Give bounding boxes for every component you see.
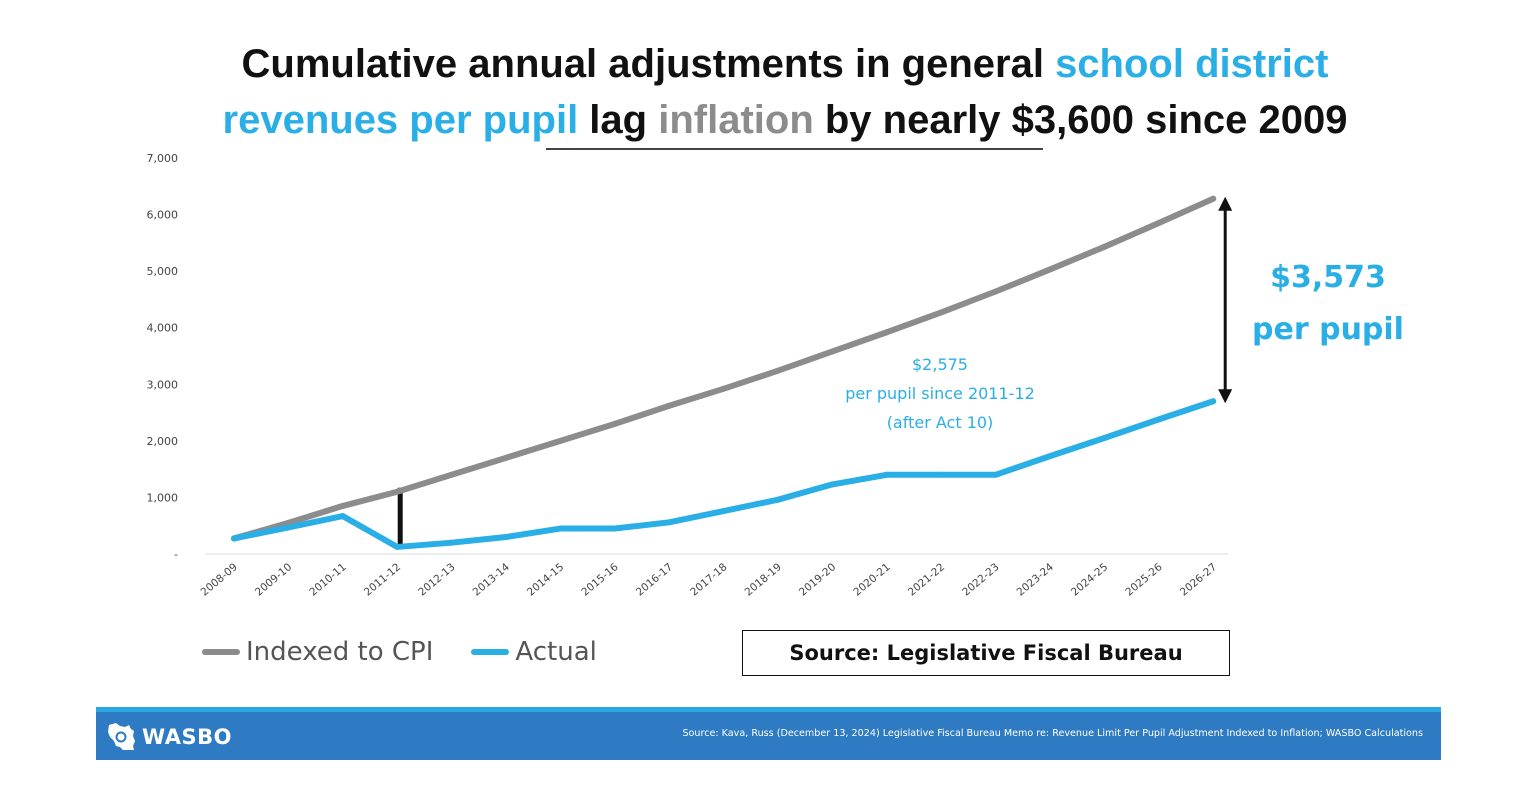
x-tick-label: 2013-14: [471, 561, 513, 599]
data-point-actual: [503, 534, 509, 541]
y-tick-label: 2,000: [147, 435, 179, 448]
data-point-cpi: [1155, 220, 1162, 227]
x-tick-label: 2017-18: [688, 561, 729, 598]
title-part-4-highlight: inflation: [658, 98, 814, 142]
gap-arrow-head-down: [1218, 389, 1233, 404]
data-point-actual: [394, 543, 401, 550]
legend-item-cpi: Indexed to CPI: [202, 637, 433, 667]
data-point-actual: [883, 471, 890, 478]
data-point-actual: [339, 513, 346, 520]
x-tick-label: 2020-21: [851, 561, 892, 598]
x-tick-label: 2025-26: [1123, 561, 1165, 599]
x-tick-label: 2010-11: [307, 561, 348, 598]
x-tick-label: 2021-22: [906, 561, 947, 598]
data-point-cpi: [1047, 266, 1053, 273]
legend-swatch-actual: [471, 649, 510, 655]
footer-source-citation: Source: Kava, Russ (December 13, 2024) L…: [682, 728, 1423, 739]
data-point-actual: [285, 524, 292, 531]
note-line-1: $2,575: [912, 355, 968, 374]
x-tick-label: 2023-24: [1015, 561, 1057, 599]
data-point-cpi: [611, 420, 618, 427]
data-point-actual: [938, 471, 945, 478]
title-part-5: by nearly $3,600 since 2009: [813, 98, 1348, 142]
data-point-cpi: [448, 471, 455, 478]
x-tick-label: 2016-17: [634, 561, 675, 598]
legend-swatch-cpi: [202, 649, 240, 655]
line-chart: - 1,000 2,000 3,000 4,000 5,000 6,000 7,000 200…: [147, 152, 1233, 599]
x-tick-label: 2014-15: [525, 561, 566, 598]
data-point-actual: [829, 481, 836, 488]
title-part-2-highlight: school district revenues per pupil: [222, 42, 1329, 142]
x-tick-label: 2012-13: [416, 561, 457, 598]
x-tick-label: 2024-25: [1069, 561, 1110, 598]
y-tick-label: 4,000: [147, 322, 179, 335]
data-point-actual: [1155, 416, 1162, 423]
data-point-cpi: [1210, 195, 1217, 202]
data-point-actual: [775, 496, 781, 503]
x-axis-ticks: 2008-09 2009-10 2010-11 2011-12 2012-13 2013-…: [199, 561, 1220, 599]
title-part-1: Cumulative annual adjustments in general: [241, 42, 1056, 86]
data-points: [231, 195, 1217, 550]
act-10-annotation: $2,575 per pupil since 2011-12 (after Ac…: [790, 350, 1090, 437]
y-tick-label: 6,000: [147, 209, 179, 222]
title-part-3: lag: [578, 98, 659, 142]
note-line-3: (after Act 10): [886, 413, 994, 432]
data-point-cpi: [720, 385, 727, 392]
legend-item-actual: Actual: [471, 637, 597, 667]
footer-bar: WASBO Source: Kava, Russ (December 13, 2…: [96, 707, 1441, 760]
data-point-actual: [1101, 435, 1108, 442]
data-point-actual: [720, 508, 727, 515]
data-point-actual: [992, 471, 999, 478]
gap-arrow: [1218, 196, 1233, 404]
chart-legend: Indexed to CPI Actual: [202, 632, 635, 672]
data-point-cpi: [285, 519, 292, 526]
data-point-cpi: [829, 348, 836, 355]
x-tick-label: 2026-27: [1178, 561, 1219, 598]
data-point-cpi: [557, 437, 564, 444]
data-point-cpi: [503, 454, 509, 461]
gap-value: $3,573: [1270, 260, 1386, 295]
data-point-cpi: [394, 488, 401, 495]
data-point-actual: [448, 539, 455, 546]
data-point-actual: [1047, 453, 1053, 460]
chart-title: Cumulative annual adjustments in general…: [150, 36, 1420, 148]
source-box: Source: Legislative Fiscal Bureau: [742, 630, 1230, 676]
note-line-2: per pupil since 2011-12: [845, 384, 1035, 403]
gap-annotation: $3,573 per pupil: [1218, 252, 1438, 356]
data-point-actual: [557, 525, 564, 532]
x-tick-label: 2009-10: [253, 561, 294, 598]
data-point-actual: [611, 525, 618, 532]
x-tick-label: 2015-16: [579, 561, 621, 599]
gap-arrow-head-up: [1218, 196, 1233, 211]
gap-unit: per pupil: [1252, 312, 1404, 347]
y-axis-ticks: - 1,000 2,000 3,000 4,000 5,000 6,000 7,000: [147, 152, 179, 561]
data-point-cpi: [883, 329, 890, 336]
y-tick-label: -: [174, 548, 178, 561]
y-tick-label: 1,000: [147, 491, 179, 504]
data-point-cpi: [775, 367, 781, 374]
data-point-actual: [1210, 398, 1217, 405]
footer-logo-text: WASBO: [142, 725, 232, 749]
x-tick-label: 2018-19: [743, 561, 784, 598]
x-tick-label: 2008-09: [199, 561, 240, 598]
y-tick-label: 3,000: [147, 378, 179, 391]
data-point-cpi: [938, 309, 945, 316]
y-tick-label: 7,000: [147, 152, 179, 165]
data-point-cpi: [339, 502, 346, 509]
data-point-cpi: [1101, 243, 1108, 250]
legend-label-cpi: Indexed to CPI: [246, 637, 434, 667]
wisconsin-state-icon: [108, 723, 135, 750]
x-tick-label: 2019-20: [797, 561, 838, 598]
data-point-cpi: [666, 402, 673, 409]
x-tick-label: 2022-23: [960, 561, 1001, 598]
data-point-actual: [231, 535, 237, 542]
data-point-actual: [666, 519, 673, 526]
data-point-cpi: [992, 288, 999, 295]
title-underline: [546, 148, 1043, 150]
y-tick-label: 5,000: [147, 265, 179, 278]
legend-label-actual: Actual: [515, 637, 597, 667]
x-tick-label: 2011-12: [362, 561, 403, 598]
footer-logo: WASBO: [106, 722, 232, 752]
